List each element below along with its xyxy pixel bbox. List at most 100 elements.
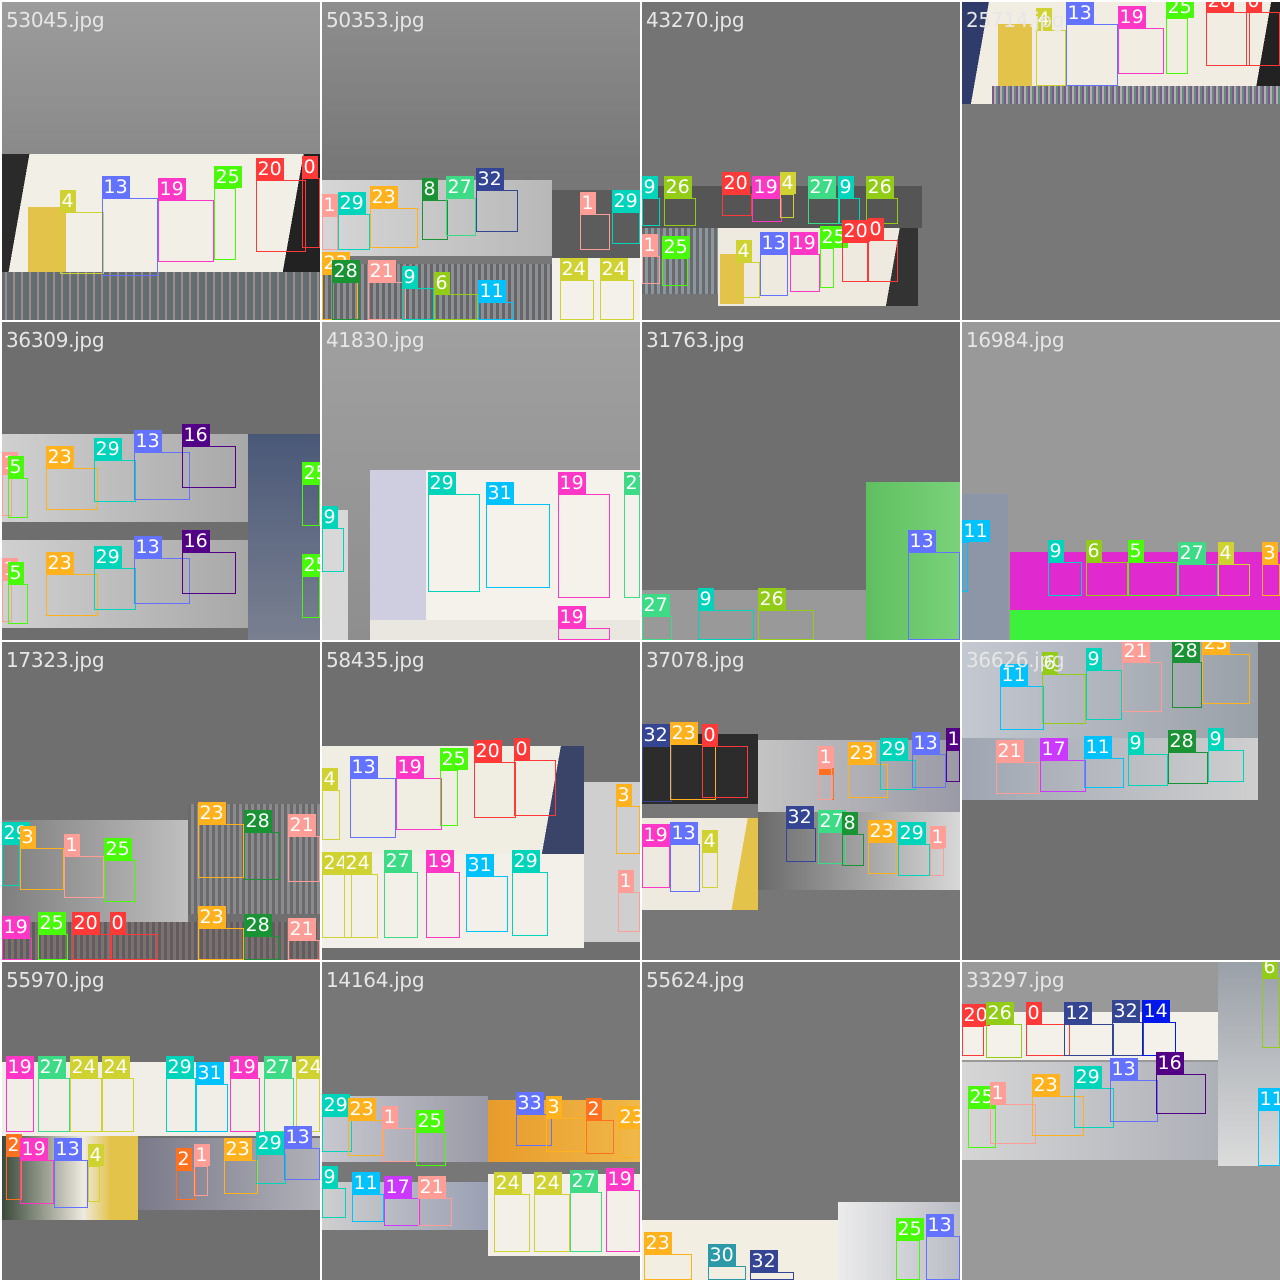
bbox-label: 19 [395, 756, 424, 778]
tile-filename: 14164.jpg [326, 968, 425, 992]
bbox-label: 29 [322, 1094, 350, 1116]
bbox-label: 25 [1165, 2, 1194, 18]
bbox: 29 [93, 546, 136, 610]
bbox: 13 [925, 1214, 960, 1280]
bbox-label: 24 [493, 1172, 522, 1194]
bbox: 3 [615, 784, 640, 854]
tile-17323: 17323.jpg 29 3 1 25 23 28 21 19 25 20 0 … [2, 642, 320, 960]
bbox-label: 13 [1065, 2, 1094, 24]
bbox-label: 29 [255, 1132, 284, 1154]
bbox: 11 [1083, 736, 1124, 788]
bbox-label: 31 [465, 854, 494, 876]
tile-filename: 36626.jpg [966, 648, 1065, 672]
bbox: 3 [19, 826, 64, 890]
image-patch [642, 1220, 838, 1280]
bbox: 11 [999, 664, 1044, 730]
bbox: 9 [697, 588, 754, 640]
bbox: 2 [5, 1134, 22, 1200]
bbox: 33 [515, 1092, 552, 1146]
bbox: 24 [599, 258, 634, 320]
bbox-label: 23 [617, 1106, 640, 1128]
image-patch [962, 494, 1008, 640]
bbox: 25 [661, 236, 690, 286]
bbox-label: 27 [37, 1056, 66, 1078]
bbox: 24 [322, 852, 352, 938]
bbox: 1 [322, 194, 338, 250]
tile-filename: 25714.jpg [966, 8, 1065, 32]
bbox: 0 [109, 912, 158, 960]
bbox: 23 [45, 446, 98, 510]
bbox: 29 [427, 472, 480, 592]
bbox: 31 [195, 1062, 228, 1132]
bbox: 29 [93, 438, 136, 502]
bbox: 29 [511, 850, 548, 936]
bbox: 13 [53, 1138, 88, 1208]
bbox-label: 20 [962, 1004, 990, 1026]
tile-filename: 41830.jpg [326, 328, 425, 352]
bbox-label: 29 [337, 192, 366, 214]
bbox-label: 27 [807, 176, 836, 198]
bbox: 21 [1121, 642, 1162, 712]
bbox: 4 [322, 768, 340, 840]
tile-55970: 55970.jpg 19 27 24 24 29 31 19 27 24 2 1… [2, 962, 320, 1280]
bbox: 21 [287, 814, 320, 882]
bbox: 9 [1085, 648, 1122, 720]
bbox: 32 [1111, 1000, 1144, 1056]
bbox-label: 1 [989, 1082, 1006, 1104]
bbox: 27 [1177, 542, 1218, 596]
bbox-label: 27 [817, 810, 846, 832]
bbox-label: 4 [59, 190, 76, 212]
bbox: 4 [1217, 542, 1250, 596]
bbox-label: 3 [615, 784, 632, 806]
bbox: 13 [1109, 1058, 1158, 1122]
plate-tag [998, 24, 1032, 94]
bbox: 23 [45, 552, 98, 616]
bbox-label: 9 [401, 266, 418, 288]
bbox: 9 [1207, 728, 1244, 782]
bbox: 19 [229, 1056, 260, 1132]
bbox-label: 8 [841, 812, 858, 834]
bbox: 23 [347, 1098, 384, 1156]
tile-33297: 33297.jpg 20 26 0 12 32 14 6 25 1 23 29 … [962, 962, 1280, 1280]
bbox-label: 19 [605, 1168, 634, 1190]
bbox: 6 [1085, 540, 1128, 596]
bbox: 1 [193, 1144, 210, 1196]
bbox-label: 23 [223, 1138, 252, 1160]
bbox-label: 21 [367, 260, 396, 282]
bbox-label: 31 [195, 1062, 224, 1084]
bbox: 16 [181, 530, 236, 594]
bbox-label: 6 [1085, 540, 1102, 562]
tile-filename: 17323.jpg [6, 648, 105, 672]
bbox-label: 1 [817, 746, 834, 768]
bbox: 3 [545, 1096, 586, 1152]
bbox: 19 [789, 232, 820, 292]
bbox: 32 [475, 168, 518, 232]
bbox: 1 [817, 746, 834, 800]
bbox-label: 19 [789, 232, 818, 254]
bbox-label: 9 [697, 588, 714, 610]
tile-filename: 55970.jpg [6, 968, 105, 992]
bbox: 6 [433, 272, 478, 320]
bbox: 19 [425, 850, 460, 938]
image-patch [992, 86, 1280, 104]
bbox: 23 [1031, 1074, 1084, 1136]
bbox: 0 [301, 156, 320, 248]
bbox-label: 0 [1025, 1002, 1042, 1024]
bbox-label: 3 [19, 826, 36, 848]
bbox: 19 [557, 606, 610, 640]
bbox-label: 29 [879, 738, 908, 760]
bbox-label: 16 [181, 424, 210, 446]
bbox: 23 [617, 1106, 640, 1158]
bbox: 13 [1065, 2, 1118, 86]
bbox: 5 [7, 562, 28, 624]
bbox: 1 [642, 234, 660, 284]
bbox-label: 9 [1127, 732, 1144, 754]
bbox: 0 [1245, 2, 1280, 66]
bbox-label: 1 [193, 1144, 210, 1166]
bbox-label: 26 [865, 176, 894, 198]
image-patch [584, 782, 640, 942]
tile-36309: 36309.jpg 1 5 23 29 13 16 25 1 5 23 29 1… [2, 322, 320, 640]
bbox: 4 [735, 240, 760, 298]
bbox-label: 13 [283, 1126, 312, 1148]
image-patch [2, 540, 248, 628]
